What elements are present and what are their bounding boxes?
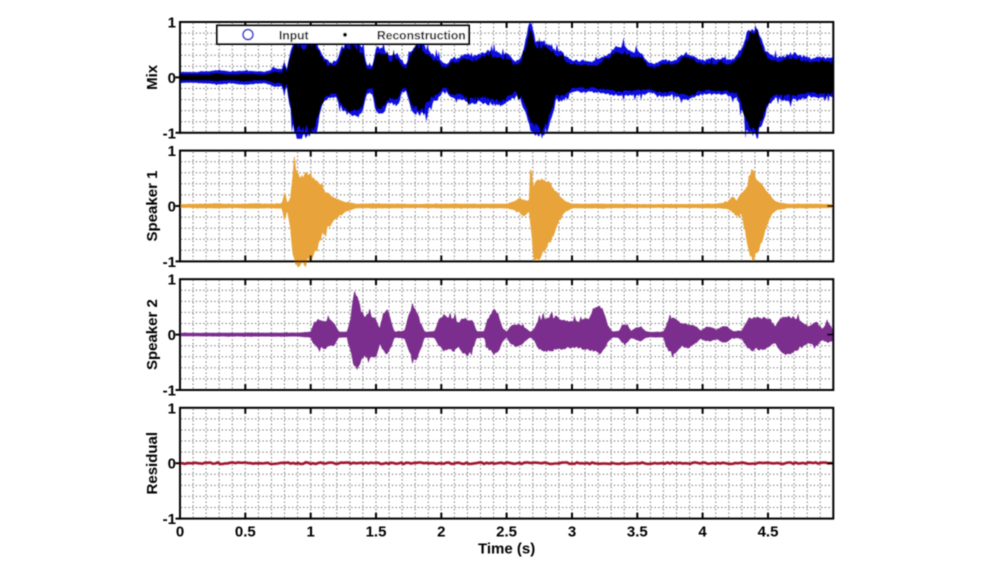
svg-text:-1: -1 <box>163 254 176 271</box>
svg-text:1: 1 <box>168 143 176 160</box>
svg-text:Input: Input <box>279 29 309 43</box>
svg-text:0: 0 <box>168 327 176 344</box>
svg-text:0: 0 <box>168 199 176 216</box>
svg-text:Time (s): Time (s) <box>478 541 535 558</box>
svg-text:0.5: 0.5 <box>235 524 256 541</box>
svg-text:0: 0 <box>168 70 176 87</box>
svg-text:Mix: Mix <box>144 64 161 90</box>
svg-text:-1: -1 <box>163 125 176 142</box>
svg-text:2: 2 <box>437 524 445 541</box>
svg-text:4: 4 <box>698 524 707 541</box>
svg-text:3: 3 <box>568 524 576 541</box>
svg-text:0: 0 <box>168 456 176 473</box>
svg-text:2.5: 2.5 <box>496 524 517 541</box>
svg-text:Speaker 2: Speaker 2 <box>144 299 161 370</box>
svg-text:1: 1 <box>307 524 315 541</box>
svg-text:-1: -1 <box>163 511 176 528</box>
svg-text:-1: -1 <box>163 383 176 400</box>
svg-text:1: 1 <box>168 15 176 32</box>
svg-text:0: 0 <box>176 524 184 541</box>
svg-text:Speaker 1: Speaker 1 <box>144 171 161 242</box>
svg-text:1: 1 <box>168 272 176 289</box>
svg-text:4.5: 4.5 <box>758 524 779 541</box>
svg-text:Reconstruction: Reconstruction <box>377 29 466 43</box>
svg-text:1.5: 1.5 <box>366 524 387 541</box>
svg-text:1: 1 <box>168 400 176 417</box>
svg-text:Residual: Residual <box>144 432 161 495</box>
svg-text:3.5: 3.5 <box>627 524 648 541</box>
